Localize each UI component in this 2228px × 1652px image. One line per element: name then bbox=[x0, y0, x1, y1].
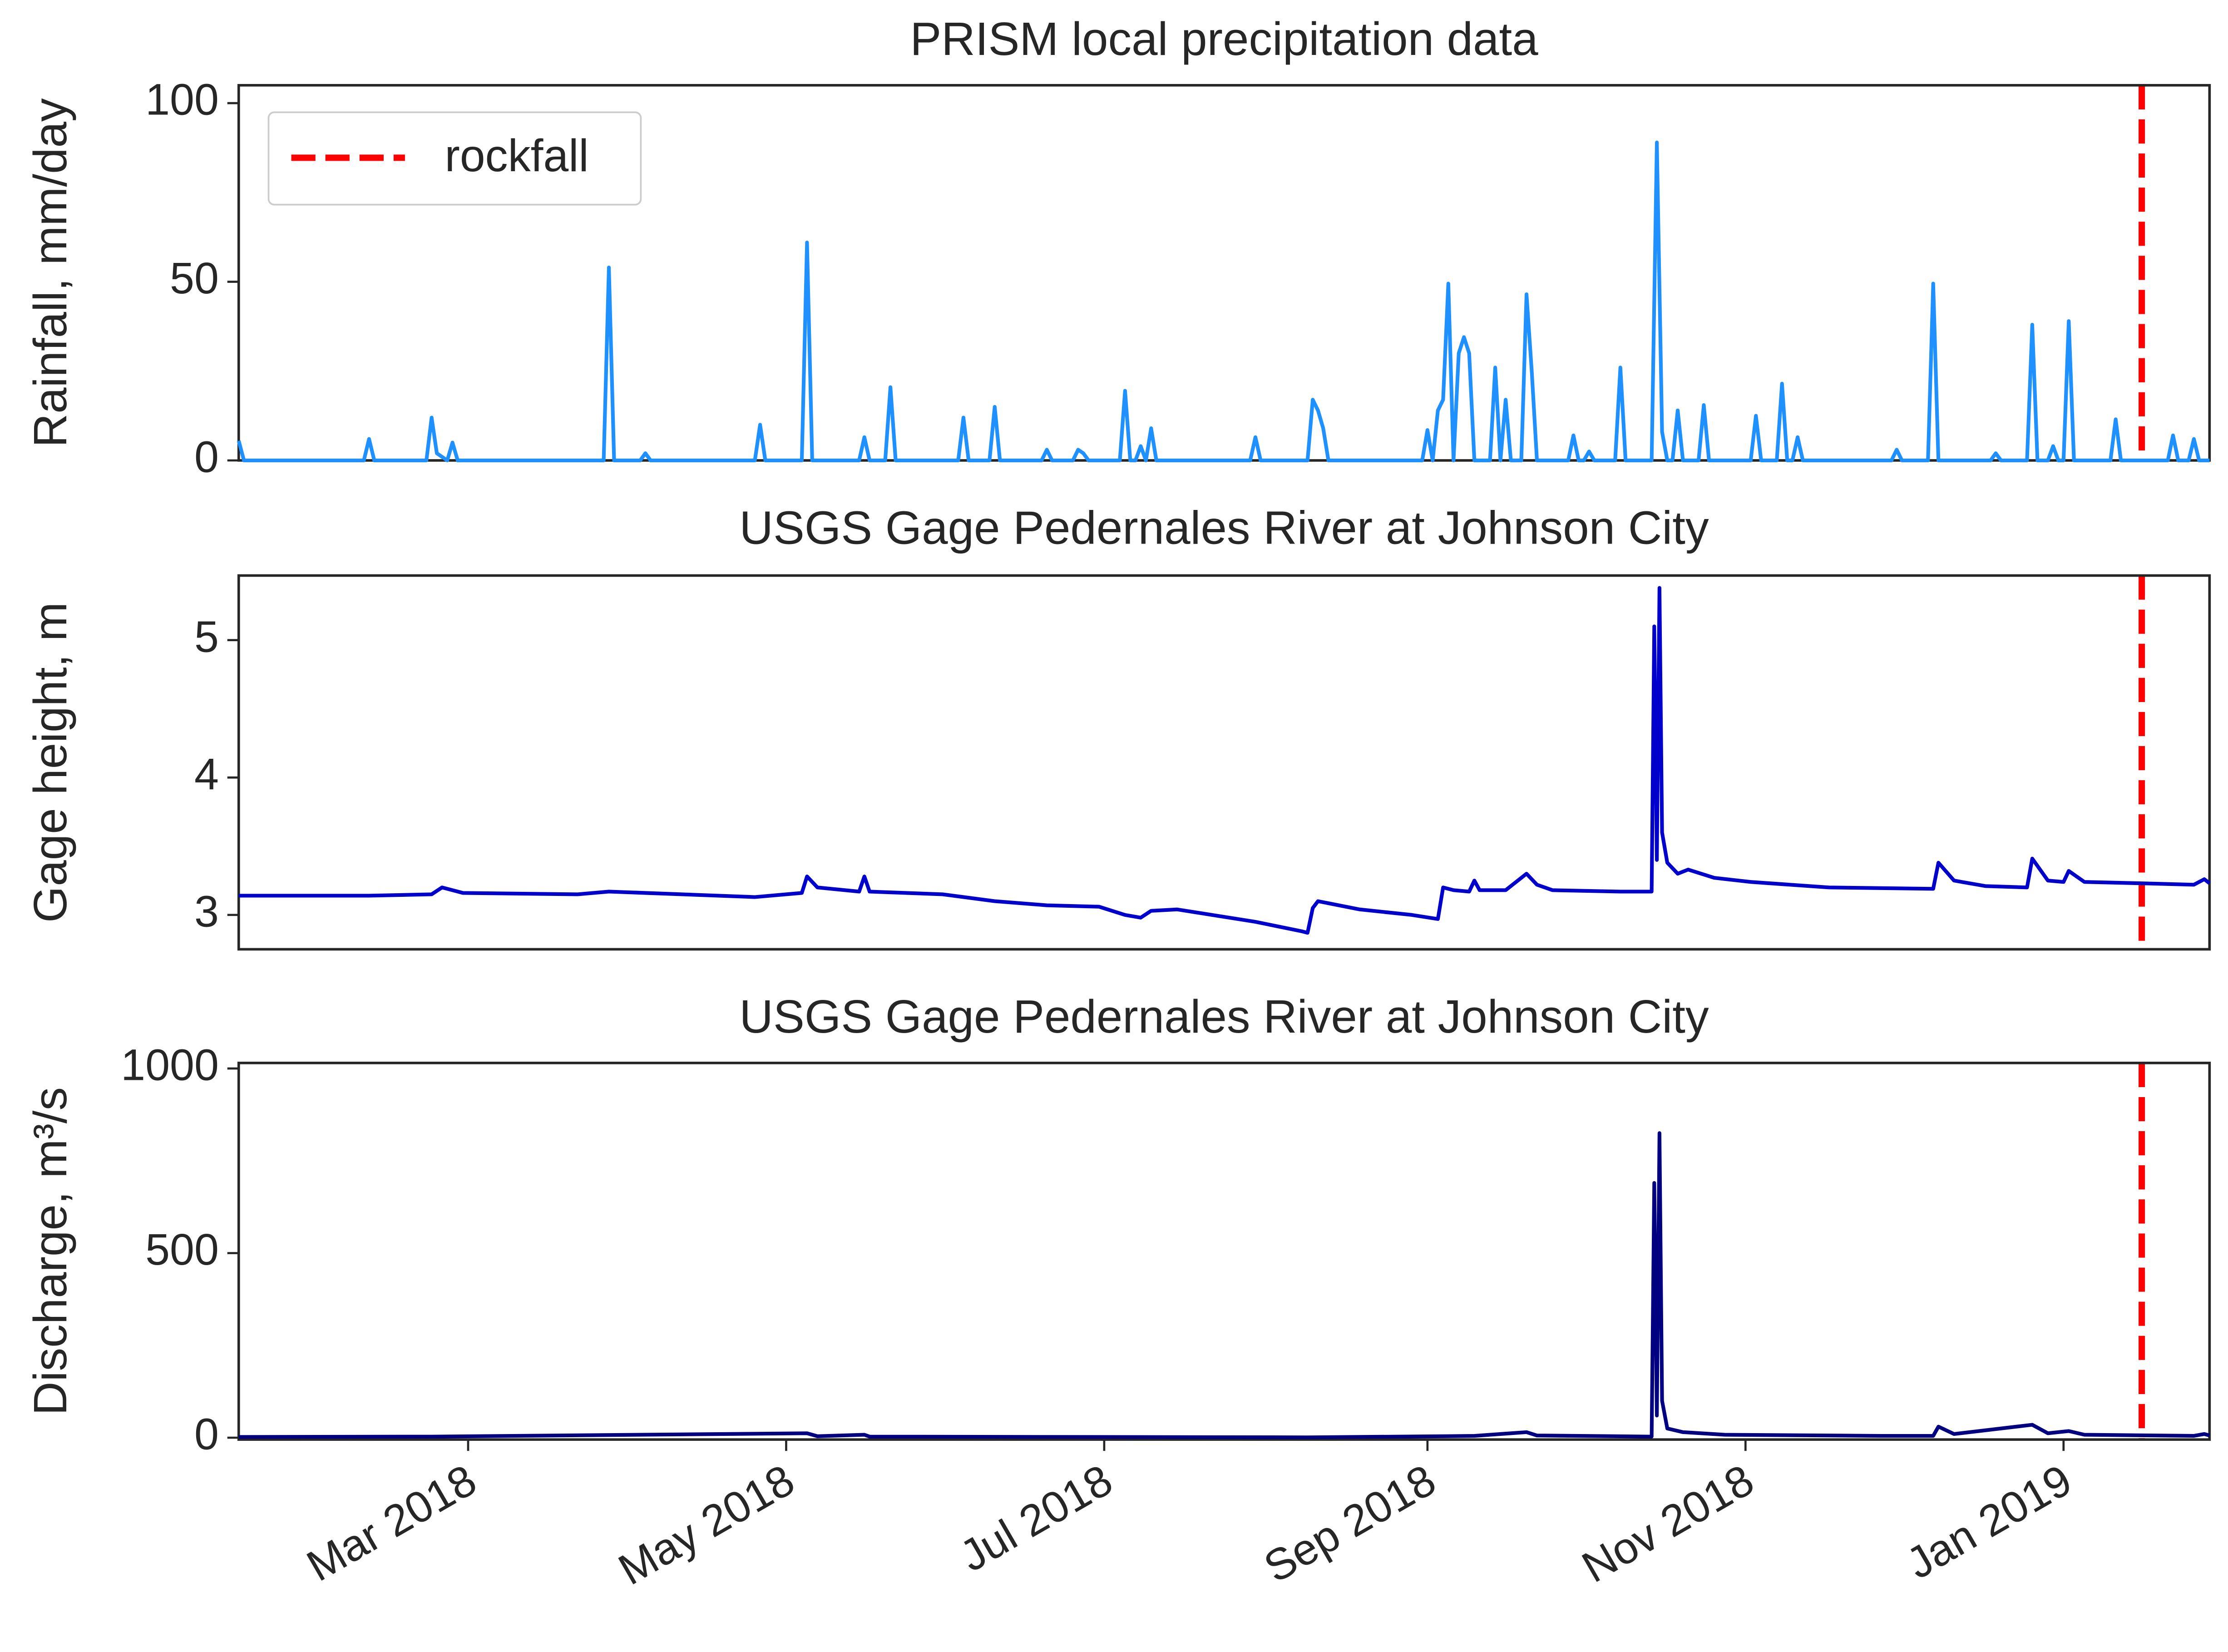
y-tick-label: 3 bbox=[194, 886, 219, 936]
plot-frame bbox=[237, 574, 2211, 951]
legend: rockfall bbox=[267, 111, 642, 206]
x-tick-label: Sep 2018 bbox=[1256, 1455, 1444, 1592]
x-tick-label: Jul 2018 bbox=[952, 1455, 1121, 1581]
legend-label: rockfall bbox=[445, 130, 589, 181]
chart-title: USGS Gage Pedernales River at Johnson Ci… bbox=[739, 990, 1709, 1043]
chart-title: PRISM local precipitation data bbox=[910, 13, 1538, 65]
data-line bbox=[238, 1131, 2210, 1439]
y-tick-label: 5 bbox=[194, 612, 219, 661]
y-tick-label: 500 bbox=[145, 1225, 219, 1274]
y-tick-label: 0 bbox=[194, 1410, 219, 1459]
y-tick-label: 50 bbox=[170, 253, 219, 303]
y-tick-label: 0 bbox=[194, 432, 219, 482]
y-tick-label: 4 bbox=[194, 749, 219, 799]
y-tick-label: 1000 bbox=[121, 1040, 219, 1090]
data-line bbox=[238, 586, 2211, 935]
y-axis-label: Discharge, m³/s bbox=[24, 1087, 76, 1415]
x-tick-label: May 2018 bbox=[610, 1455, 802, 1594]
panel: USGS Gage Pedernales River at Johnson Ci… bbox=[24, 990, 2211, 1594]
panel: PRISM local precipitation data Rainfall, … bbox=[24, 13, 2211, 482]
x-tick-label: Mar 2018 bbox=[298, 1455, 484, 1591]
x-tick-label: Nov 2018 bbox=[1574, 1455, 1762, 1592]
chart-title: USGS Gage Pedernales River at Johnson Ci… bbox=[739, 502, 1709, 554]
data-line bbox=[237, 140, 2210, 463]
panel: USGS Gage Pedernales River at Johnson Ci… bbox=[24, 502, 2211, 951]
x-tick-label: Jan 2019 bbox=[1898, 1455, 2080, 1588]
legend-box bbox=[267, 111, 642, 206]
y-axis-label: Gage height, m bbox=[24, 602, 76, 923]
plot-frame bbox=[237, 1062, 2211, 1441]
y-tick-label: 100 bbox=[145, 75, 219, 124]
y-axis-label: Rainfall, mm/day bbox=[24, 98, 76, 447]
